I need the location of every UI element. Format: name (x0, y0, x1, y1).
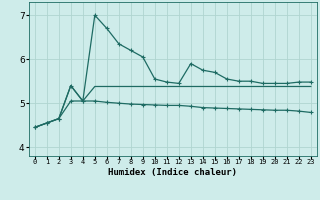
X-axis label: Humidex (Indice chaleur): Humidex (Indice chaleur) (108, 168, 237, 177)
